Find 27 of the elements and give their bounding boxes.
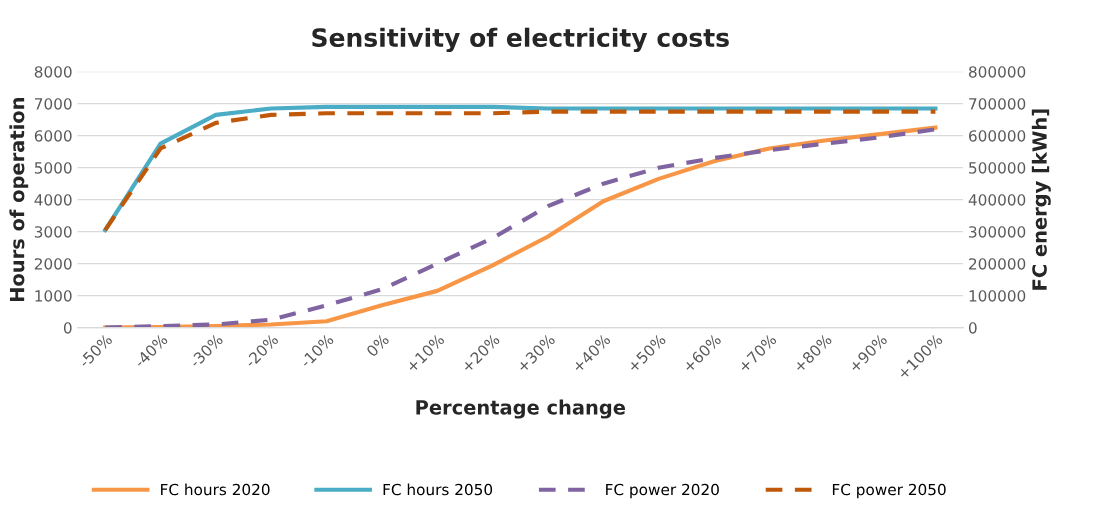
x-axis-title: Percentage change (416, 399, 626, 419)
y2-tick-label: 600000 (969, 130, 1026, 142)
y-tick-label: 1000 (35, 290, 72, 302)
y-tick-label: 0 (63, 322, 72, 334)
legend-label: FC hours 2020 (161, 483, 270, 496)
x-tick-label: 0% (365, 333, 390, 358)
y-tick-label: 7000 (35, 98, 72, 110)
y-tick-label: 2000 (34, 258, 72, 270)
y2-tick-label: 0 (968, 322, 977, 334)
y-axis-title: Hours of operation (9, 98, 29, 302)
y2-axis-title: FC energy [kWh] (1031, 109, 1051, 290)
y-tick-label: 6000 (34, 130, 72, 142)
y2-tick-label: 500000 (969, 162, 1026, 174)
legend-label: FC hours 2050 (383, 483, 493, 496)
legend-label: FC power 2050 (832, 483, 946, 499)
y2-tick-label: 200000 (969, 258, 1026, 270)
chart-title: Sensitivity of electricity costs (312, 27, 729, 53)
y-tick-label: 5000 (34, 162, 72, 174)
y-tick-label: 3000 (34, 226, 72, 238)
y2-tick-label: 300000 (969, 226, 1026, 238)
y-tick-label: 4000 (34, 194, 72, 206)
y2-tick-label: 100000 (969, 290, 1026, 302)
y2-tick-label: 700000 (969, 98, 1026, 110)
legend-label: FC power 2020 (606, 483, 719, 499)
y-tick-label: 8000 (34, 66, 72, 78)
y2-tick-label: 800000 (968, 66, 1026, 78)
y2-tick-label: 400000 (968, 194, 1026, 206)
